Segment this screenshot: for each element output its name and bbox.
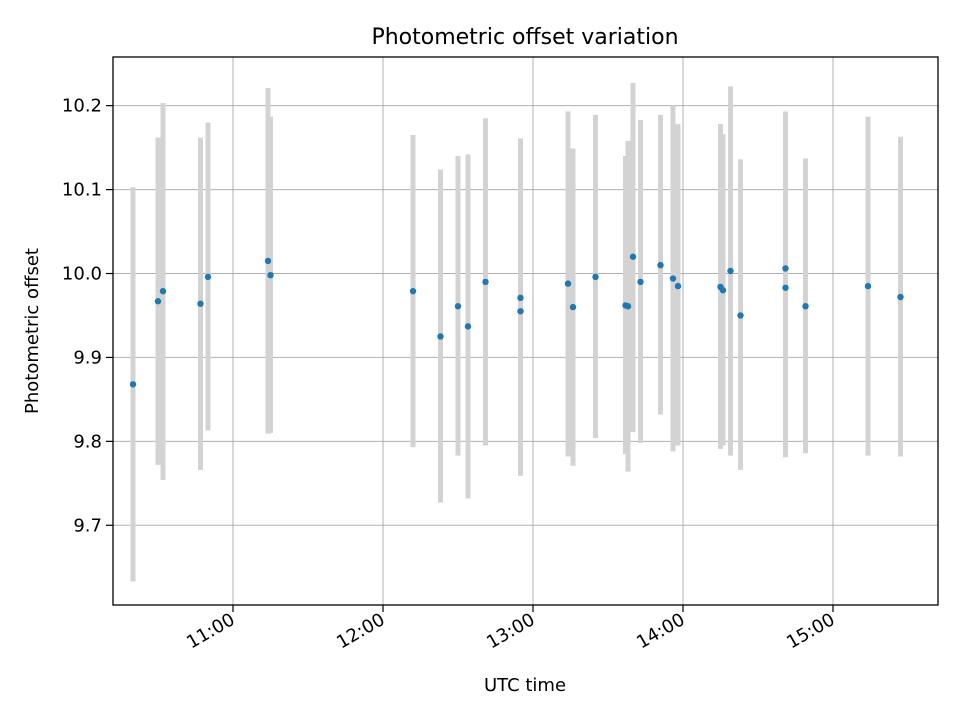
data-point	[159, 287, 167, 295]
data-point	[129, 381, 137, 388]
data-point	[409, 287, 417, 295]
data-point	[637, 278, 644, 286]
data-point	[674, 282, 682, 290]
data-point	[669, 275, 677, 282]
y-tick-label: 9.9	[73, 347, 102, 368]
data-point	[197, 300, 204, 307]
data-point	[482, 278, 489, 286]
data-point	[719, 287, 727, 294]
data-point	[592, 273, 599, 281]
y-tick-label: 10.2	[62, 96, 102, 117]
data-point	[517, 294, 524, 302]
data-point	[782, 265, 789, 272]
y-tick-label: 9.8	[73, 431, 102, 452]
data-point	[517, 308, 524, 315]
y-tick-label: 10.1	[62, 180, 102, 201]
data-point	[464, 323, 472, 330]
data-point	[264, 257, 272, 265]
y-axis-label: Photometric offset	[22, 248, 43, 414]
data-point	[864, 282, 872, 290]
data-point	[154, 298, 162, 305]
data-point	[782, 284, 789, 291]
grid-layer	[113, 57, 938, 605]
data-point	[437, 333, 444, 340]
data-point	[454, 303, 462, 310]
data-point	[267, 271, 274, 279]
point-layer	[129, 253, 904, 388]
x-axis-label: UTC time	[484, 675, 566, 696]
data-point	[657, 261, 664, 269]
data-point	[624, 303, 632, 310]
data-point	[737, 312, 744, 319]
y-tick-label: 9.7	[73, 515, 102, 536]
data-point	[569, 303, 577, 311]
plot-frame	[112, 56, 939, 606]
chart-title: Photometric offset variation	[371, 25, 678, 50]
data-point	[564, 280, 572, 287]
data-point	[629, 253, 637, 260]
data-point	[204, 273, 212, 281]
data-point	[727, 267, 734, 275]
data-point	[802, 303, 809, 310]
y-tick-label: 10.0	[62, 264, 102, 285]
data-point	[897, 293, 904, 301]
y-axis-ticks: 9.7 9.8 9.9 10.0 10.1 10.2	[62, 96, 113, 536]
